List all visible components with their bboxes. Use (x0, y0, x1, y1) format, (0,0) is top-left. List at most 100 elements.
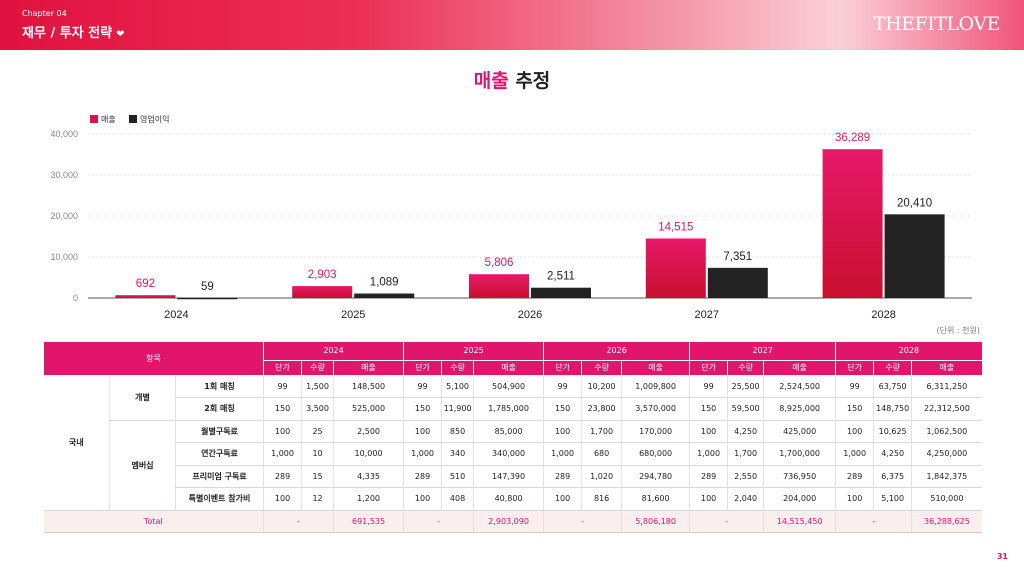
table-cell: 22,312,500 (911, 397, 982, 421)
y-tick-label: 40,000 (50, 129, 78, 139)
table-cell: 1,020 (581, 465, 622, 488)
page-title-accent: 매출 (473, 70, 509, 92)
table-cell: 2,500 (333, 420, 404, 443)
table-row: 프리미엄 구독료 289 15 4,335 289 510 147,390 289 1,020 2… (44, 465, 982, 488)
page-title-rest: 추정 (515, 70, 551, 92)
subheader-2026-2: 매출 (621, 360, 690, 376)
table-cell: 4,250 (727, 420, 764, 443)
total-cell: 36,288,625 (911, 510, 982, 533)
chart-legend: 매출 영업이익 (90, 114, 169, 124)
table-row: 2회 매칭 150 3,500 525,000 150 11,900 1,785,000 15… (44, 397, 982, 421)
legend-label: 매출 (101, 114, 116, 124)
heart-icon: ❤ (116, 29, 125, 40)
header-year-2027: 2027 (689, 342, 836, 361)
table-cell: 1,842,375 (911, 465, 982, 488)
header-year-2025: 2025 (403, 342, 544, 361)
table-cell: 289 (689, 465, 728, 488)
row-item-label: 프리미엄 구독료 (174, 465, 264, 488)
table-cell: 99 (835, 375, 874, 398)
table-cell: 99 (263, 375, 302, 398)
table-cell: 340 (441, 442, 474, 466)
y-tick-label: 20,000 (50, 211, 78, 221)
total-cell: 5,806,180 (621, 510, 690, 533)
table-cell: 1,000 (263, 442, 302, 466)
table-cell: 680 (581, 442, 622, 466)
table-cell: 289 (263, 465, 302, 488)
table-row: 연간구독료 1,000 10 10,000 1,000 340 340,000 1,000 68… (44, 442, 982, 466)
subheader-2027-2: 매출 (763, 360, 836, 376)
x-tick-label: 2025 (341, 309, 365, 321)
table-cell: 1,700,000 (763, 442, 836, 466)
total-cell: 14,515,450 (763, 510, 836, 533)
header-year-2026: 2026 (543, 342, 690, 361)
table-cell: 100 (835, 487, 874, 511)
data-label: 1,089 (370, 277, 399, 289)
x-tick-label: 2028 (871, 309, 895, 321)
table-cell: 100 (403, 487, 442, 511)
table-cell: 425,000 (763, 420, 836, 443)
table-cell: 25,500 (727, 375, 764, 398)
table-cell: 3,570,000 (621, 397, 690, 421)
bar-revenue-2024 (115, 295, 176, 298)
table-cell: 100 (263, 487, 302, 511)
table-cell: 816 (581, 487, 622, 511)
subheader-2028-0: 단가 (835, 360, 874, 376)
table-cell: 1,000 (543, 442, 582, 466)
table-cell: 3,500 (301, 397, 334, 421)
table-cell: 81,600 (621, 487, 690, 511)
subheader-2028-2: 매출 (911, 360, 982, 376)
data-label: 7,351 (723, 251, 752, 263)
table-cell: 150 (835, 397, 874, 421)
row-item-label: 특별이벤트 참가비 (174, 487, 264, 511)
table-cell: 2,040 (727, 487, 764, 511)
bar-profit-2028 (884, 214, 945, 298)
header-item: 항목 (42, 342, 264, 376)
total-cell: - (543, 510, 622, 533)
table-cell: 59,500 (727, 397, 764, 421)
table-cell: 340,000 (473, 442, 544, 466)
table-cell: 99 (543, 375, 582, 398)
subheader-2024-2: 매출 (333, 360, 404, 376)
table-cell: 148,750 (873, 397, 912, 421)
table-cell: 10,000 (333, 442, 404, 466)
unit-note: (단위 : 천원) (936, 326, 980, 335)
page-number: 31 (996, 552, 1008, 561)
table-cell: 408 (441, 487, 474, 511)
table-cell: 1,700 (727, 442, 764, 466)
table-cell: 1,500 (301, 375, 334, 398)
data-label: 2,903 (308, 269, 337, 281)
table-cell: 4,250 (873, 442, 912, 466)
subheader-2025-1: 수량 (441, 360, 474, 376)
table-cell: 1,062,500 (911, 420, 982, 443)
table-cell: 10 (301, 442, 334, 466)
table-cell: 510 (441, 465, 474, 488)
bar-revenue-2026 (469, 274, 529, 298)
table-cell: 23,800 (581, 397, 622, 421)
table-cell: 170,000 (621, 420, 690, 443)
y-tick-label: 30,000 (50, 170, 78, 180)
table-cell: 11,900 (441, 397, 474, 421)
brand-logo: THEFITLOVE (873, 13, 1000, 35)
table-cell: 100 (543, 487, 582, 511)
chart-bars: 692 59 2,903 1,089 5,806 2,511 14,515 7,351 36,2… (115, 132, 945, 300)
table-cell: 15 (301, 465, 334, 488)
legend-swatch-0 (90, 115, 98, 123)
table-row: 멤버십 월별구독료 100 25 2,500 100 850 85,000 100 1,700 17… (44, 420, 982, 511)
subheader-2025-0: 단가 (403, 360, 442, 376)
bar-profit-2027 (707, 267, 768, 298)
subheader-2024-0: 단가 (263, 360, 302, 376)
table-cell: 100 (835, 420, 874, 443)
bar-profit-2025 (354, 293, 415, 298)
table-cell: 99 (403, 375, 442, 398)
data-label: 36,289 (835, 132, 870, 144)
x-tick-label: 2027 (695, 309, 719, 321)
total-cell: 691,535 (333, 510, 404, 533)
table-cell: 10,625 (873, 420, 912, 443)
subheader-2027-1: 수량 (727, 360, 764, 376)
table-cell: 1,785,000 (473, 397, 544, 421)
table-cell: 150 (543, 397, 582, 421)
total-cell: - (835, 510, 912, 533)
table-cell: 100 (689, 487, 728, 511)
table-row: 특별이벤트 참가비 100 12 1,200 100 408 40,800 100 816 81,… (44, 487, 982, 511)
table-cell: 504,900 (473, 375, 544, 398)
